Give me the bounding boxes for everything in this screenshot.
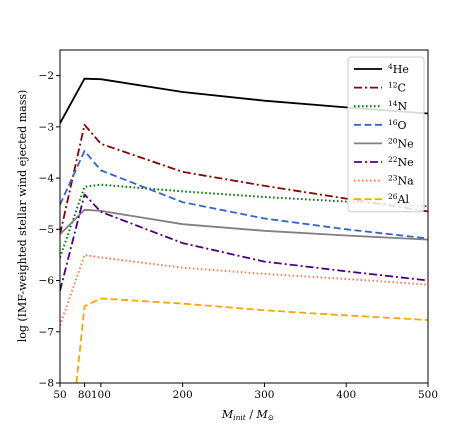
legend-mass-number: 4: [388, 62, 393, 71]
y-tick-label: −8: [39, 378, 54, 390]
legend-mass-number: 23: [388, 174, 398, 183]
legend-mass-number: 12: [388, 81, 398, 90]
legend-mass-number: 14: [388, 99, 398, 108]
series-line-22ne: [60, 193, 428, 292]
legend-element: He: [393, 63, 409, 76]
y-tick-label: −2: [39, 70, 54, 82]
y-tick-label: −5: [39, 224, 54, 236]
y-axis-label: log (IMF-weighted stellar wind ejected m…: [16, 90, 29, 343]
series-line-26al: [75, 297, 428, 383]
legend-element: Na: [398, 175, 415, 188]
legend-element: Ne: [398, 137, 414, 150]
x-tick-label: 200: [173, 389, 193, 401]
series-line-20ne: [60, 208, 428, 241]
legend-element: O: [398, 119, 407, 132]
x-tick-label: 50: [53, 389, 66, 401]
x-tick-label: 500: [418, 389, 438, 401]
legend-mass-number: 16: [388, 118, 398, 127]
y-tick-label: −3: [39, 121, 54, 133]
ticks-layer: 50 80 100 200 300 400 500 −8 −7 −6 −5 −4 −3 −2: [39, 70, 439, 401]
legend-element: Ne: [398, 156, 414, 169]
legend-mass-number: 22: [388, 155, 398, 164]
legend-entry-4he: 4He: [388, 62, 409, 76]
series-line-14n: [60, 183, 428, 258]
legend-element: C: [398, 82, 406, 95]
legend-entry-20ne: 20Ne: [388, 136, 414, 150]
x-tick-label: 300: [254, 389, 274, 401]
legend-mass-number: 20: [388, 136, 398, 145]
legend-element: Al: [397, 193, 410, 206]
legend-entry-23na: 23Na: [388, 174, 414, 188]
x-axis-label: Minit / M⊙: [221, 408, 274, 422]
series-line-12c: [60, 123, 428, 235]
x-tick-label: 400: [336, 389, 356, 401]
legend-entry-16o: 16O: [388, 118, 407, 132]
series-line-4he: [60, 77, 428, 124]
series-line-23na: [60, 253, 428, 326]
series-layer: [60, 77, 428, 383]
legend-mass-number: 26: [388, 192, 398, 201]
x-tick-label: 80: [78, 389, 91, 401]
y-tick-label: −4: [39, 173, 55, 185]
legend-entry-14n: 14N: [388, 99, 408, 113]
legend-entry-26al: 26Al: [388, 192, 409, 206]
series-line-16o: [60, 149, 428, 240]
plot-frame: [59, 49, 429, 384]
legend-box: [347, 56, 425, 213]
y-tick-label: −6: [39, 275, 55, 287]
legend-entry-12c: 12C: [388, 81, 406, 95]
legend-entry-22ne: 22Ne: [388, 155, 414, 169]
y-tick-label: −7: [39, 326, 54, 338]
x-tick-label: 100: [91, 389, 111, 401]
legend-element: N: [398, 100, 408, 113]
